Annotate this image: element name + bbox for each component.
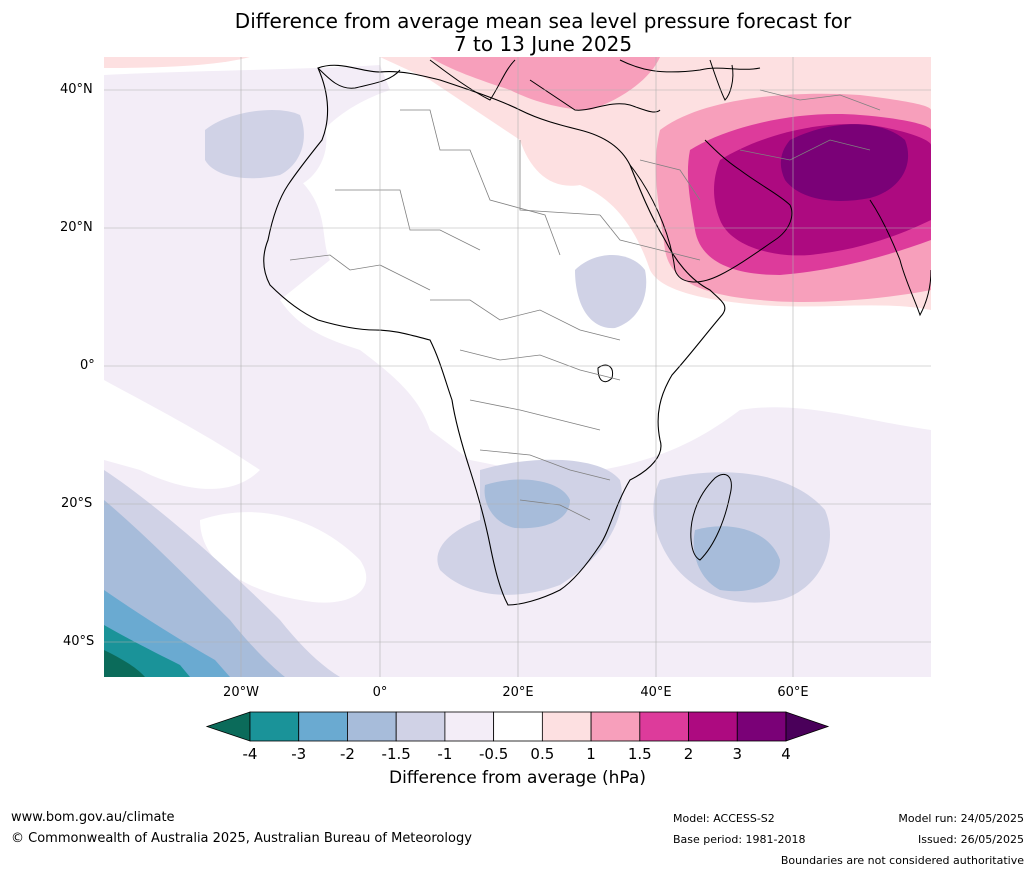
lon-tick-20e: 20°E <box>502 685 534 700</box>
anomaly-minus-1.5-indian-ocean-region <box>693 526 780 592</box>
footer-base-period: Base period: 1981-2018 <box>673 833 806 846</box>
lat-tick-20n: 20°N <box>60 220 93 235</box>
colorbar-tick-label: 4 <box>781 745 791 763</box>
colorbar-tick-label: -3 <box>291 745 307 763</box>
colorbar-tick-label: -2 <box>339 745 355 763</box>
lon-tick-0: 0° <box>372 685 388 700</box>
colorbar-tick-label: 0.5 <box>530 745 555 763</box>
colorbar-tick-label: 1 <box>586 745 596 763</box>
footer-model: Model: ACCESS-S2 <box>673 812 775 825</box>
map-title: Difference from average mean sea level p… <box>0 10 1035 56</box>
lat-tick-20s: 20°S <box>61 496 93 511</box>
neutral-south-atlantic-region <box>200 512 367 603</box>
anomaly-plus-3-region <box>780 124 909 201</box>
neutral-southwest-region <box>104 380 260 489</box>
africa-coastline <box>263 64 726 606</box>
colorbar-tick-label: -4 <box>242 745 258 763</box>
lat-tick-40n: 40°N <box>60 82 93 97</box>
europe-coastline <box>317 59 761 113</box>
footer-copyright: © Commonwealth of Australia 2025, Austra… <box>11 831 472 846</box>
madagascar-coastline <box>690 473 732 561</box>
lat-tick-0: 0° <box>80 358 95 373</box>
lon-tick-60e: 60°E <box>777 685 809 700</box>
lon-tick-40e: 40°E <box>640 685 672 700</box>
title-line-1: Difference from average mean sea level p… <box>234 9 852 33</box>
colorbar-tick-label: 1.5 <box>627 745 652 763</box>
lon-tick-20w: 20°W <box>223 685 259 700</box>
anomaly-plus-0.5-atlantic-strip <box>104 57 250 68</box>
colorbar-title: Difference from average (hPa) <box>389 768 646 788</box>
colorbar-tick-label: 3 <box>732 745 743 763</box>
colorbar-tick-label: 2 <box>683 745 694 763</box>
caspian-sea-coastline <box>709 59 734 101</box>
country-borders <box>289 89 881 521</box>
lat-tick-40s: 40°S <box>63 634 95 649</box>
footer-model-run: Model run: 24/05/2025 <box>898 812 1024 825</box>
anomaly-minus-1-atlantic-region <box>205 110 304 179</box>
graticule <box>104 57 931 677</box>
anomaly-plus-1-mediterranean-region <box>430 57 660 110</box>
footer-disclaimer: Boundaries are not considered authoritat… <box>780 854 1024 867</box>
map-area <box>104 57 931 677</box>
footer-issued: Issued: 26/05/2025 <box>917 833 1024 846</box>
colorbar-tick-label: -0.5 <box>478 745 509 763</box>
colorbar-tick-label: -1 <box>437 745 453 763</box>
anomaly-minus-1-central-africa-region <box>575 255 647 329</box>
arabia-coastline <box>629 139 793 283</box>
india-coastline <box>869 199 931 317</box>
footer-url: www.bom.gov.au/climate <box>11 810 175 825</box>
colorbar-tick-label: -1.5 <box>381 745 411 763</box>
title-line-2: 7 to 13 June 2025 <box>453 32 633 56</box>
anomaly-minus-4-southwest-band <box>104 650 145 677</box>
